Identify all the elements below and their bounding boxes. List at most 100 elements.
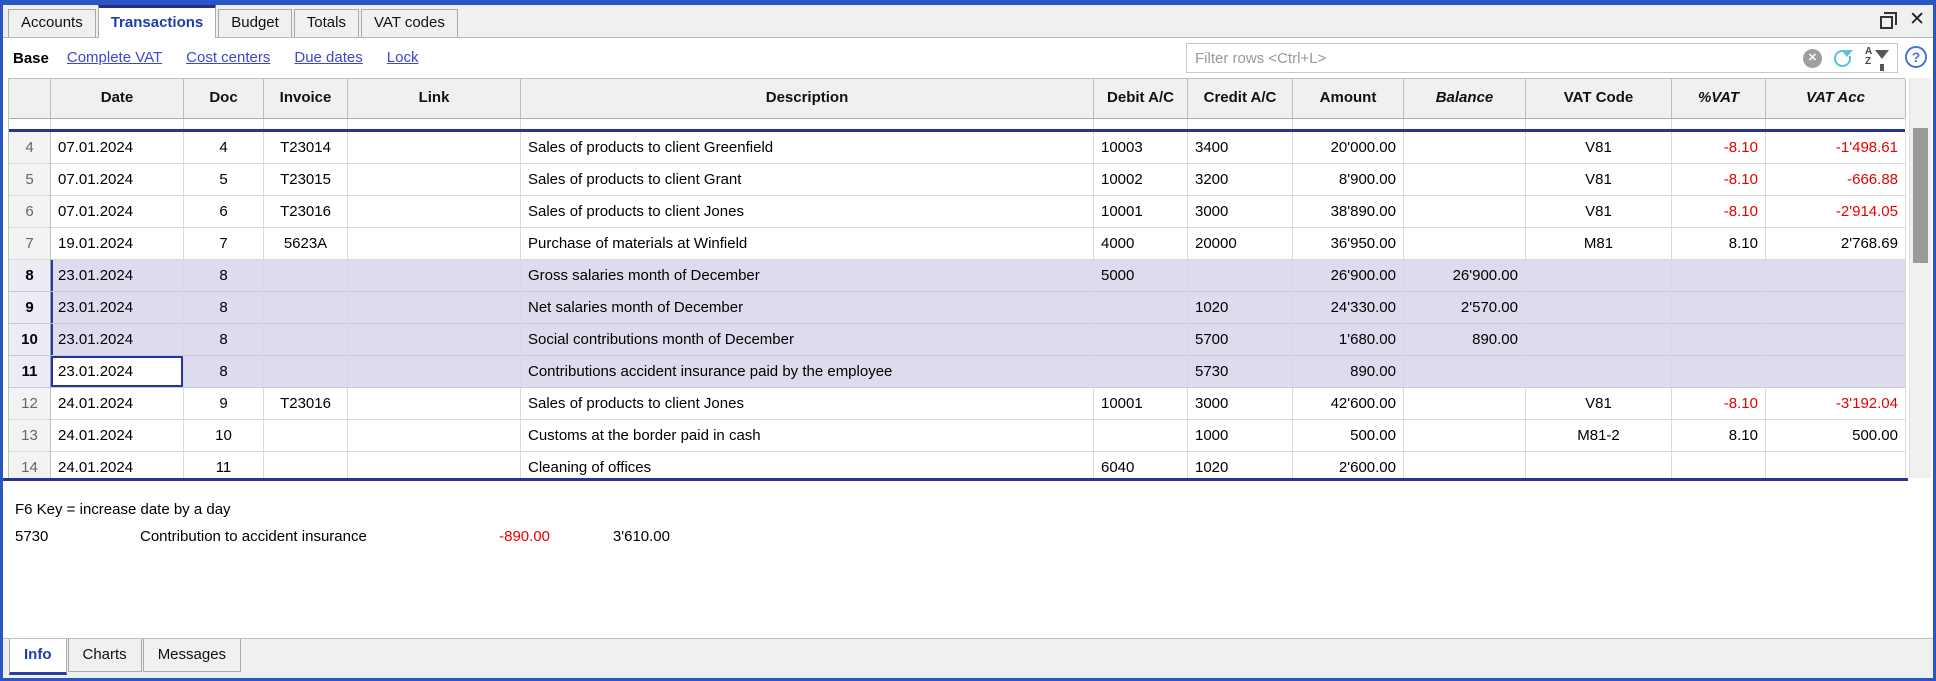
bottom-tab-messages[interactable]: Messages [142, 639, 242, 672]
column-header-num[interactable] [9, 79, 51, 118]
toolbar-link-lock[interactable]: Lock [386, 49, 419, 66]
cell-date[interactable]: 19.01.2024 [51, 228, 184, 260]
cell-credit[interactable]: 5700 [1188, 324, 1293, 356]
cell-balance[interactable] [1404, 132, 1526, 164]
cell-credit[interactable] [1188, 260, 1293, 292]
table-row[interactable]: 8 23.01.2024 8 Gross salaries month of Dece… [9, 260, 1906, 292]
cell-date[interactable]: 24.01.2024 [51, 388, 184, 420]
cell-amount[interactable]: 500.00 [1293, 420, 1404, 452]
cell-debit[interactable] [1094, 324, 1188, 356]
cell-vat_code[interactable]: V81 [1526, 196, 1672, 228]
column-header-vat_code[interactable]: VAT Code [1526, 79, 1672, 118]
cell-credit[interactable]: 3400 [1188, 132, 1293, 164]
column-header-vat_acc[interactable]: VAT Acc [1766, 79, 1906, 118]
cell-doc[interactable]: 8 [184, 356, 264, 388]
cell-link[interactable] [348, 292, 521, 324]
tab-vat-codes[interactable]: VAT codes [360, 9, 458, 37]
cell-doc[interactable]: 10 [184, 420, 264, 452]
column-header-invoice[interactable]: Invoice [264, 79, 348, 118]
cell-num[interactable]: 6 [9, 196, 51, 228]
cell-vat_pct[interactable]: -8.10 [1672, 388, 1766, 420]
cell-link[interactable] [348, 356, 521, 388]
cell-doc[interactable]: 6 [184, 196, 264, 228]
cell-vat_code[interactable] [1526, 452, 1672, 478]
cell-balance[interactable] [1404, 452, 1526, 478]
cell-num[interactable]: 11 [9, 356, 51, 388]
cell-doc[interactable]: 8 [184, 324, 264, 356]
cell-amount[interactable]: 8'900.00 [1293, 164, 1404, 196]
tab-transactions[interactable]: Transactions [97, 5, 217, 38]
cell-doc[interactable]: 8 [184, 260, 264, 292]
cell-link[interactable] [348, 260, 521, 292]
column-header-amount[interactable]: Amount [1293, 79, 1404, 118]
scrollbar-thumb[interactable] [1913, 128, 1928, 263]
clear-filter-icon[interactable]: ✕ [1803, 48, 1822, 68]
cell-vat_code[interactable]: V81 [1526, 132, 1672, 164]
cell-date[interactable]: 23.01.2024 [51, 324, 184, 356]
cell-vat_acc[interactable]: 2'768.69 [1766, 228, 1906, 260]
cell-credit[interactable]: 20000 [1188, 228, 1293, 260]
table-row[interactable]: 4 07.01.2024 4 T23014 Sales of products to c… [9, 132, 1906, 164]
cell-doc[interactable]: 9 [184, 388, 264, 420]
cell-description[interactable]: Cleaning of offices [521, 452, 1094, 478]
cell-date[interactable]: 23.01.2024 [51, 292, 184, 324]
cell-vat_code[interactable]: V81 [1526, 164, 1672, 196]
cell-debit[interactable]: 10002 [1094, 164, 1188, 196]
cell-date[interactable]: 24.01.2024 [51, 420, 184, 452]
cell-vat_acc[interactable] [1766, 292, 1906, 324]
cell-num[interactable]: 4 [9, 132, 51, 164]
cell-debit[interactable]: 10001 [1094, 388, 1188, 420]
tab-budget[interactable]: Budget [218, 9, 292, 37]
bottom-tab-charts[interactable]: Charts [67, 639, 142, 672]
cell-amount[interactable]: 890.00 [1293, 356, 1404, 388]
cell-balance[interactable]: 890.00 [1404, 324, 1526, 356]
cell-vat_pct[interactable]: -8.10 [1672, 196, 1766, 228]
cell-doc[interactable]: 8 [184, 292, 264, 324]
toolbar-link-cost-centers[interactable]: Cost centers [186, 49, 271, 66]
cell-link[interactable] [348, 388, 521, 420]
cell-vat_pct[interactable] [1672, 324, 1766, 356]
column-header-vat_pct[interactable]: %VAT [1672, 79, 1766, 118]
cell-vat_pct[interactable] [1672, 356, 1766, 388]
cell-invoice[interactable] [264, 356, 348, 388]
table-row[interactable]: 12 24.01.2024 9 T23016 Sales of products to … [9, 388, 1906, 420]
cell-vat_acc[interactable]: -1'498.61 [1766, 132, 1906, 164]
cell-link[interactable] [348, 228, 521, 260]
cell-num[interactable]: 9 [9, 292, 51, 324]
cell-date[interactable]: 07.01.2024 [51, 196, 184, 228]
cell-link[interactable] [348, 452, 521, 478]
cell-num[interactable]: 8 [9, 260, 51, 292]
cell-vat_acc[interactable]: -666.88 [1766, 164, 1906, 196]
cell-doc[interactable]: 7 [184, 228, 264, 260]
cell-debit[interactable] [1094, 292, 1188, 324]
cell-invoice[interactable]: T23016 [264, 388, 348, 420]
tab-accounts[interactable]: Accounts [8, 9, 96, 37]
cell-vat_acc[interactable]: 500.00 [1766, 420, 1906, 452]
cell-amount[interactable]: 26'900.00 [1293, 260, 1404, 292]
column-header-balance[interactable]: Balance [1404, 79, 1526, 118]
cell-invoice[interactable]: T23016 [264, 196, 348, 228]
cell-num[interactable]: 12 [9, 388, 51, 420]
cell-debit[interactable]: 10001 [1094, 196, 1188, 228]
cell-debit[interactable] [1094, 356, 1188, 388]
cell-link[interactable] [348, 420, 521, 452]
cell-doc[interactable]: 4 [184, 132, 264, 164]
cell-debit[interactable]: 6040 [1094, 452, 1188, 478]
cell-link[interactable] [348, 324, 521, 356]
cell-credit[interactable]: 3000 [1188, 196, 1293, 228]
cell-description[interactable]: Sales of products to client Grant [521, 164, 1094, 196]
cell-vat_acc[interactable]: -3'192.04 [1766, 388, 1906, 420]
cell-invoice[interactable] [264, 260, 348, 292]
cell-vat_pct[interactable]: 8.10 [1672, 420, 1766, 452]
cell-invoice[interactable]: 5623A [264, 228, 348, 260]
cell-amount[interactable]: 1'680.00 [1293, 324, 1404, 356]
cell-credit[interactable]: 3200 [1188, 164, 1293, 196]
cell-balance[interactable] [1404, 164, 1526, 196]
cell-date[interactable]: 07.01.2024 [51, 164, 184, 196]
cell-vat_pct[interactable] [1672, 292, 1766, 324]
cell-doc[interactable]: 11 [184, 452, 264, 478]
column-header-date[interactable]: Date [51, 79, 184, 118]
cell-balance[interactable] [1404, 356, 1526, 388]
cell-amount[interactable]: 42'600.00 [1293, 388, 1404, 420]
close-window-icon[interactable]: ✕ [1909, 9, 1925, 30]
